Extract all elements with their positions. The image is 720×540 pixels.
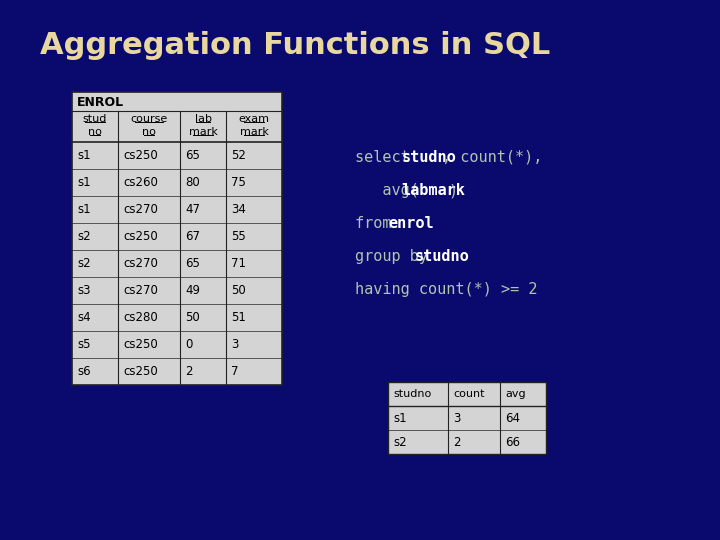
Text: 2: 2 <box>453 435 461 449</box>
Text: cs250: cs250 <box>123 149 158 162</box>
Text: 66: 66 <box>505 435 520 449</box>
Text: 0: 0 <box>185 338 192 351</box>
Text: studno: studno <box>402 150 456 165</box>
Text: no: no <box>88 127 102 137</box>
Text: avg(: avg( <box>355 183 419 198</box>
Text: 2: 2 <box>185 365 192 378</box>
Text: 51: 51 <box>231 311 246 324</box>
Text: s3: s3 <box>77 284 91 297</box>
Text: cs280: cs280 <box>123 311 158 324</box>
Text: 49: 49 <box>185 284 200 297</box>
Text: 34: 34 <box>231 203 246 216</box>
Text: cs270: cs270 <box>123 284 158 297</box>
Text: 52: 52 <box>231 149 246 162</box>
Text: s1: s1 <box>77 149 91 162</box>
Text: mark: mark <box>240 127 269 137</box>
Text: 50: 50 <box>185 311 199 324</box>
Text: s2: s2 <box>393 435 407 449</box>
Text: labmark: labmark <box>402 183 465 198</box>
Text: s6: s6 <box>77 365 91 378</box>
Text: , count(*),: , count(*), <box>441 150 542 165</box>
Text: s2: s2 <box>77 230 91 243</box>
Text: course: course <box>130 114 168 124</box>
Text: enrol: enrol <box>388 216 434 231</box>
Text: 47: 47 <box>185 203 200 216</box>
Text: s1: s1 <box>393 411 407 424</box>
Text: cs260: cs260 <box>123 176 158 189</box>
Text: group by: group by <box>355 249 437 264</box>
Text: from: from <box>355 216 400 231</box>
Text: s4: s4 <box>77 311 91 324</box>
Text: no: no <box>142 127 156 137</box>
Text: 64: 64 <box>505 411 520 424</box>
Text: s2: s2 <box>77 257 91 270</box>
Text: 80: 80 <box>185 176 199 189</box>
Text: 55: 55 <box>231 230 246 243</box>
Text: ENROL: ENROL <box>77 97 124 110</box>
Text: mark: mark <box>189 127 217 137</box>
Text: cs270: cs270 <box>123 257 158 270</box>
Text: cs250: cs250 <box>123 230 158 243</box>
Text: studno: studno <box>415 249 469 264</box>
Text: 65: 65 <box>185 149 200 162</box>
Text: 3: 3 <box>231 338 238 351</box>
Text: ): ) <box>448 183 457 198</box>
Text: 75: 75 <box>231 176 246 189</box>
Text: cs250: cs250 <box>123 365 158 378</box>
Text: select: select <box>355 150 419 165</box>
Text: 71: 71 <box>231 257 246 270</box>
Text: s1: s1 <box>77 176 91 189</box>
Text: s1: s1 <box>77 203 91 216</box>
Text: cs250: cs250 <box>123 338 158 351</box>
Text: studno: studno <box>393 389 431 399</box>
Text: 67: 67 <box>185 230 200 243</box>
FancyBboxPatch shape <box>72 92 282 385</box>
Text: avg: avg <box>505 389 526 399</box>
Text: 3: 3 <box>453 411 460 424</box>
Text: cs270: cs270 <box>123 203 158 216</box>
Text: lab: lab <box>194 114 212 124</box>
Text: Aggregation Functions in SQL: Aggregation Functions in SQL <box>40 30 550 59</box>
Text: exam: exam <box>238 114 269 124</box>
Text: 65: 65 <box>185 257 200 270</box>
Text: stud: stud <box>83 114 107 124</box>
Text: s5: s5 <box>77 338 91 351</box>
Text: count: count <box>453 389 485 399</box>
Text: 50: 50 <box>231 284 246 297</box>
Text: 7: 7 <box>231 365 238 378</box>
FancyBboxPatch shape <box>388 382 546 454</box>
Text: having count(*) >= 2: having count(*) >= 2 <box>355 282 538 297</box>
